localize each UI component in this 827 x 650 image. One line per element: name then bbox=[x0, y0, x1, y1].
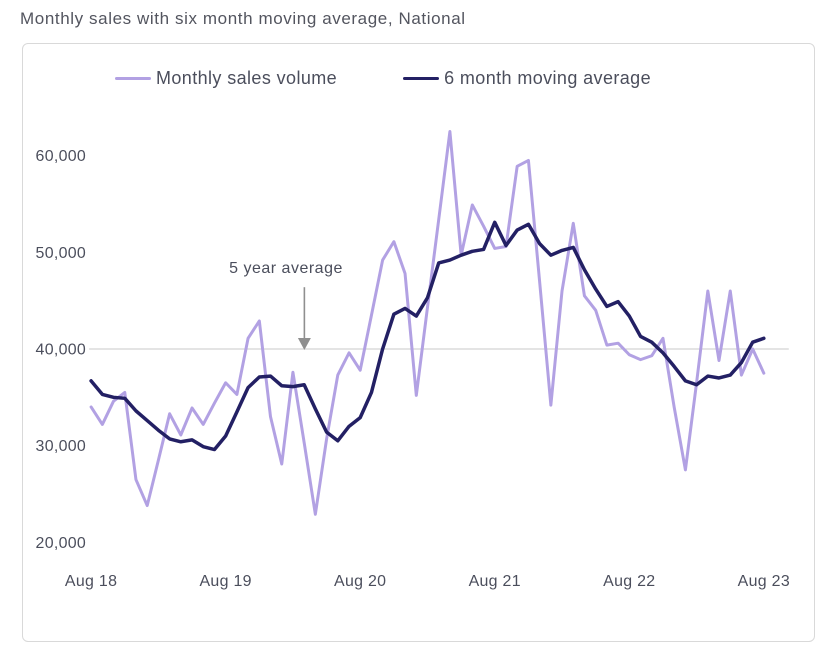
legend-item-monthly-sales: Monthly sales volume bbox=[115, 68, 337, 89]
x-axis-tick-label: Aug 18 bbox=[65, 573, 117, 590]
legend-label-monthly-sales: Monthly sales volume bbox=[156, 68, 338, 88]
x-axis-tick-label: Aug 19 bbox=[199, 573, 251, 590]
sales-line-chart: 20,000 30,000 40,000 50,000 60,000 Aug 18 Aug … bbox=[36, 130, 790, 590]
x-axis-tick-label: Aug 20 bbox=[334, 573, 386, 590]
x-axis-tick-label: Aug 21 bbox=[469, 573, 521, 590]
moving-average-line bbox=[89, 220, 766, 452]
monthly-sales-line-swatch bbox=[115, 77, 151, 80]
y-axis-tick-label: 20,000 bbox=[36, 535, 87, 552]
y-axis-tick-label: 30,000 bbox=[36, 438, 87, 455]
y-axis-tick-label: 40,000 bbox=[36, 341, 87, 358]
moving-average-line-swatch bbox=[403, 77, 440, 80]
chart-legend: Monthly sales volume 6 month moving aver… bbox=[115, 68, 651, 89]
annotation-arrow-head bbox=[297, 338, 311, 350]
y-axis-tick-label: 50,000 bbox=[36, 245, 87, 262]
chart-container: 20,000 30,000 40,000 50,000 60,000 Aug 18 Aug … bbox=[22, 43, 815, 642]
y-axis-tick-label: 60,000 bbox=[36, 148, 87, 165]
monthly-sales-line bbox=[89, 130, 766, 516]
five-year-average-annotation: 5 year average bbox=[229, 260, 343, 277]
page-title: Monthly sales with six month moving aver… bbox=[20, 9, 466, 28]
x-axis-tick-label: Aug 23 bbox=[738, 573, 790, 590]
x-axis-tick-label: Aug 22 bbox=[603, 573, 655, 590]
legend-item-moving-average: 6 month moving average bbox=[403, 68, 651, 89]
legend-label-moving-average: 6 month moving average bbox=[444, 68, 651, 88]
